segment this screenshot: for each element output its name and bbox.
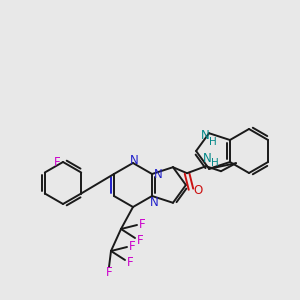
Text: F: F xyxy=(54,157,60,169)
Text: N: N xyxy=(202,152,211,165)
Text: F: F xyxy=(127,256,133,268)
Text: N: N xyxy=(201,129,209,142)
Text: H: H xyxy=(209,137,217,147)
Text: N: N xyxy=(130,154,138,166)
Text: F: F xyxy=(139,218,145,230)
Text: H: H xyxy=(211,158,219,168)
Text: O: O xyxy=(194,184,202,197)
Text: N: N xyxy=(150,196,158,209)
Text: F: F xyxy=(137,233,143,247)
Text: N: N xyxy=(154,169,162,182)
Text: F: F xyxy=(129,239,135,253)
Text: F: F xyxy=(106,266,112,280)
